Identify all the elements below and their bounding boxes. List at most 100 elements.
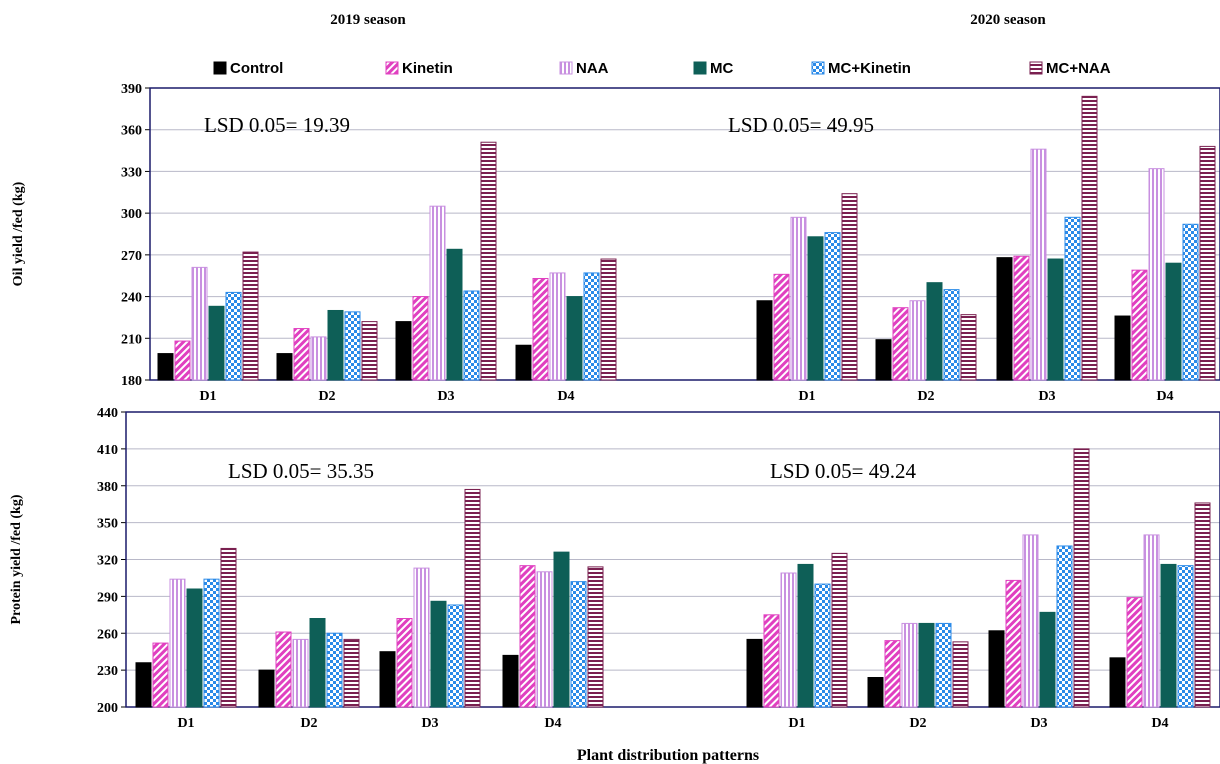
y-tick-label: 290	[97, 590, 118, 605]
bar-mc-kinetin-d2	[344, 311, 361, 381]
y-tick-label: 320	[97, 554, 118, 569]
bar-naa-d1	[790, 216, 807, 381]
bar-naa-d2	[310, 336, 327, 381]
bar-mc-kinetin-d4	[570, 581, 587, 708]
bar-control-d3	[395, 321, 412, 381]
bar-mc-naa-d3	[464, 488, 481, 708]
chart-panels: 180 210 240 270 300 330 360 390 D1 D2 D3 D4 D1 D2 D3 D4…	[9, 82, 1220, 731]
y-tick-label: 260	[97, 627, 118, 642]
bar-mc-d1	[186, 588, 203, 708]
y-tick-label: 440	[97, 406, 118, 421]
bar-naa-d3	[429, 205, 446, 381]
bar-mc-kinetin-d3	[447, 604, 464, 708]
bar-naa-d4	[536, 571, 553, 708]
bar-mc-d4	[1165, 262, 1182, 381]
category-label-d4: D4	[1156, 389, 1173, 404]
y-tick-label: 410	[97, 443, 118, 458]
bar-mc-d1	[208, 305, 225, 381]
category-label-d3: D3	[1038, 389, 1055, 404]
bar-naa-d3	[1022, 534, 1039, 708]
bar-control-d2	[276, 353, 293, 381]
bar-kinetin-d2	[275, 631, 292, 708]
legend-label-mc-kinetin: MC+Kinetin	[828, 60, 911, 77]
bar-kinetin-d3	[1005, 579, 1022, 708]
bar-naa-d4	[1143, 534, 1160, 708]
bar-mc-naa-d3	[1081, 95, 1098, 381]
category-label-d3: D3	[437, 389, 454, 404]
bar-naa-d4	[549, 272, 566, 381]
legend-swatch-kinetin	[385, 61, 399, 75]
lsd-annotation: LSD 0.05= 49.95	[728, 113, 874, 137]
bar-mc-kinetin-d1	[225, 291, 242, 381]
bar-mc-naa-d1	[220, 547, 237, 708]
bar-kinetin-d2	[892, 307, 909, 381]
bar-mc-naa-d2	[960, 314, 977, 381]
bar-control-d1	[746, 638, 763, 708]
bar-mc-kinetin-d4	[1182, 223, 1199, 381]
bar-naa-d3	[413, 567, 430, 708]
bar-mc-naa-d3	[480, 141, 497, 381]
bar-mc-d4	[553, 551, 570, 708]
y-tick-label: 210	[121, 332, 142, 347]
legend-swatch-naa	[559, 61, 573, 75]
bar-control-d1	[756, 300, 773, 381]
bar-control-d2	[875, 339, 892, 381]
category-label-d1: D1	[177, 716, 194, 731]
category-label-d2: D2	[909, 716, 926, 731]
bar-mc-naa-d1	[242, 251, 259, 381]
legend-item-mc-naa: MC+NAA	[1029, 60, 1111, 77]
legend-label-naa: NAA	[576, 60, 609, 77]
bar-control-d1	[135, 662, 152, 708]
bar-control-d3	[996, 257, 1013, 381]
bar-kinetin-d4	[532, 277, 549, 381]
bar-mc-naa-d2	[361, 321, 378, 381]
bar-mc-kinetin-d3	[1056, 545, 1073, 708]
category-label-d1: D1	[788, 716, 805, 731]
panel-protein-yield-fed-kg: 200 230 260 290 320 350 380 410 440 D1 D2 D3 D4 D1 D2 D…	[9, 406, 1220, 731]
legend-label-mc-naa: MC+NAA	[1046, 60, 1111, 77]
bar-naa-d2	[909, 300, 926, 381]
bar-mc-d3	[430, 600, 447, 708]
legend-item-mc: MC	[693, 60, 733, 77]
bar-naa-d2	[292, 638, 309, 708]
bar-mc-d3	[446, 248, 463, 381]
bar-mc-kinetin-d1	[824, 232, 841, 381]
category-label-d4: D4	[544, 716, 561, 731]
bar-control-d3	[379, 651, 396, 708]
bar-mc-naa-d1	[831, 552, 848, 708]
legend-item-naa: NAA	[559, 60, 609, 77]
legend: Control Kinetin NAA MC MC+Kinetin MC+NAA	[213, 60, 1111, 77]
bar-control-d3	[988, 630, 1005, 708]
bar-kinetin-d1	[763, 614, 780, 708]
bar-naa-d3	[1030, 148, 1047, 381]
bar-mc-kinetin-d2	[943, 289, 960, 381]
y-tick-label: 330	[121, 165, 142, 180]
bar-mc-d2	[309, 618, 326, 708]
legend-label-control: Control	[230, 60, 283, 77]
bar-mc-kinetin-d2	[326, 632, 343, 708]
lsd-annotation: LSD 0.05= 19.39	[204, 113, 350, 137]
bar-naa-d1	[780, 572, 797, 708]
y-tick-label: 350	[97, 517, 118, 532]
legend-swatch-control	[213, 61, 227, 75]
bar-mc-kinetin-d1	[814, 583, 831, 708]
bar-kinetin-d1	[773, 273, 790, 381]
bar-mc-d1	[807, 236, 824, 381]
bar-mc-naa-d4	[1194, 502, 1211, 708]
bar-control-d2	[258, 669, 275, 708]
legend-label-mc: MC	[710, 60, 733, 77]
bar-mc-d3	[1039, 611, 1056, 708]
bar-control-d1	[157, 353, 174, 381]
category-label-d1: D1	[798, 389, 815, 404]
bar-kinetin-d3	[396, 618, 413, 708]
bar-mc-d3	[1047, 258, 1064, 381]
legend-item-kinetin: Kinetin	[385, 60, 453, 77]
bar-naa-d1	[169, 578, 186, 708]
y-tick-label: 270	[121, 249, 142, 264]
panel-oil-yield-fed-kg: 180 210 240 270 300 330 360 390 D1 D2 D3 D4 D1 D2 D3 D4…	[11, 82, 1220, 404]
season-title-2020: 2020 season	[970, 12, 1046, 28]
bar-mc-kinetin-d3	[1064, 216, 1081, 381]
y-axis-label: Protein yield /fed (kg)	[9, 494, 24, 624]
y-tick-label: 180	[121, 374, 142, 389]
